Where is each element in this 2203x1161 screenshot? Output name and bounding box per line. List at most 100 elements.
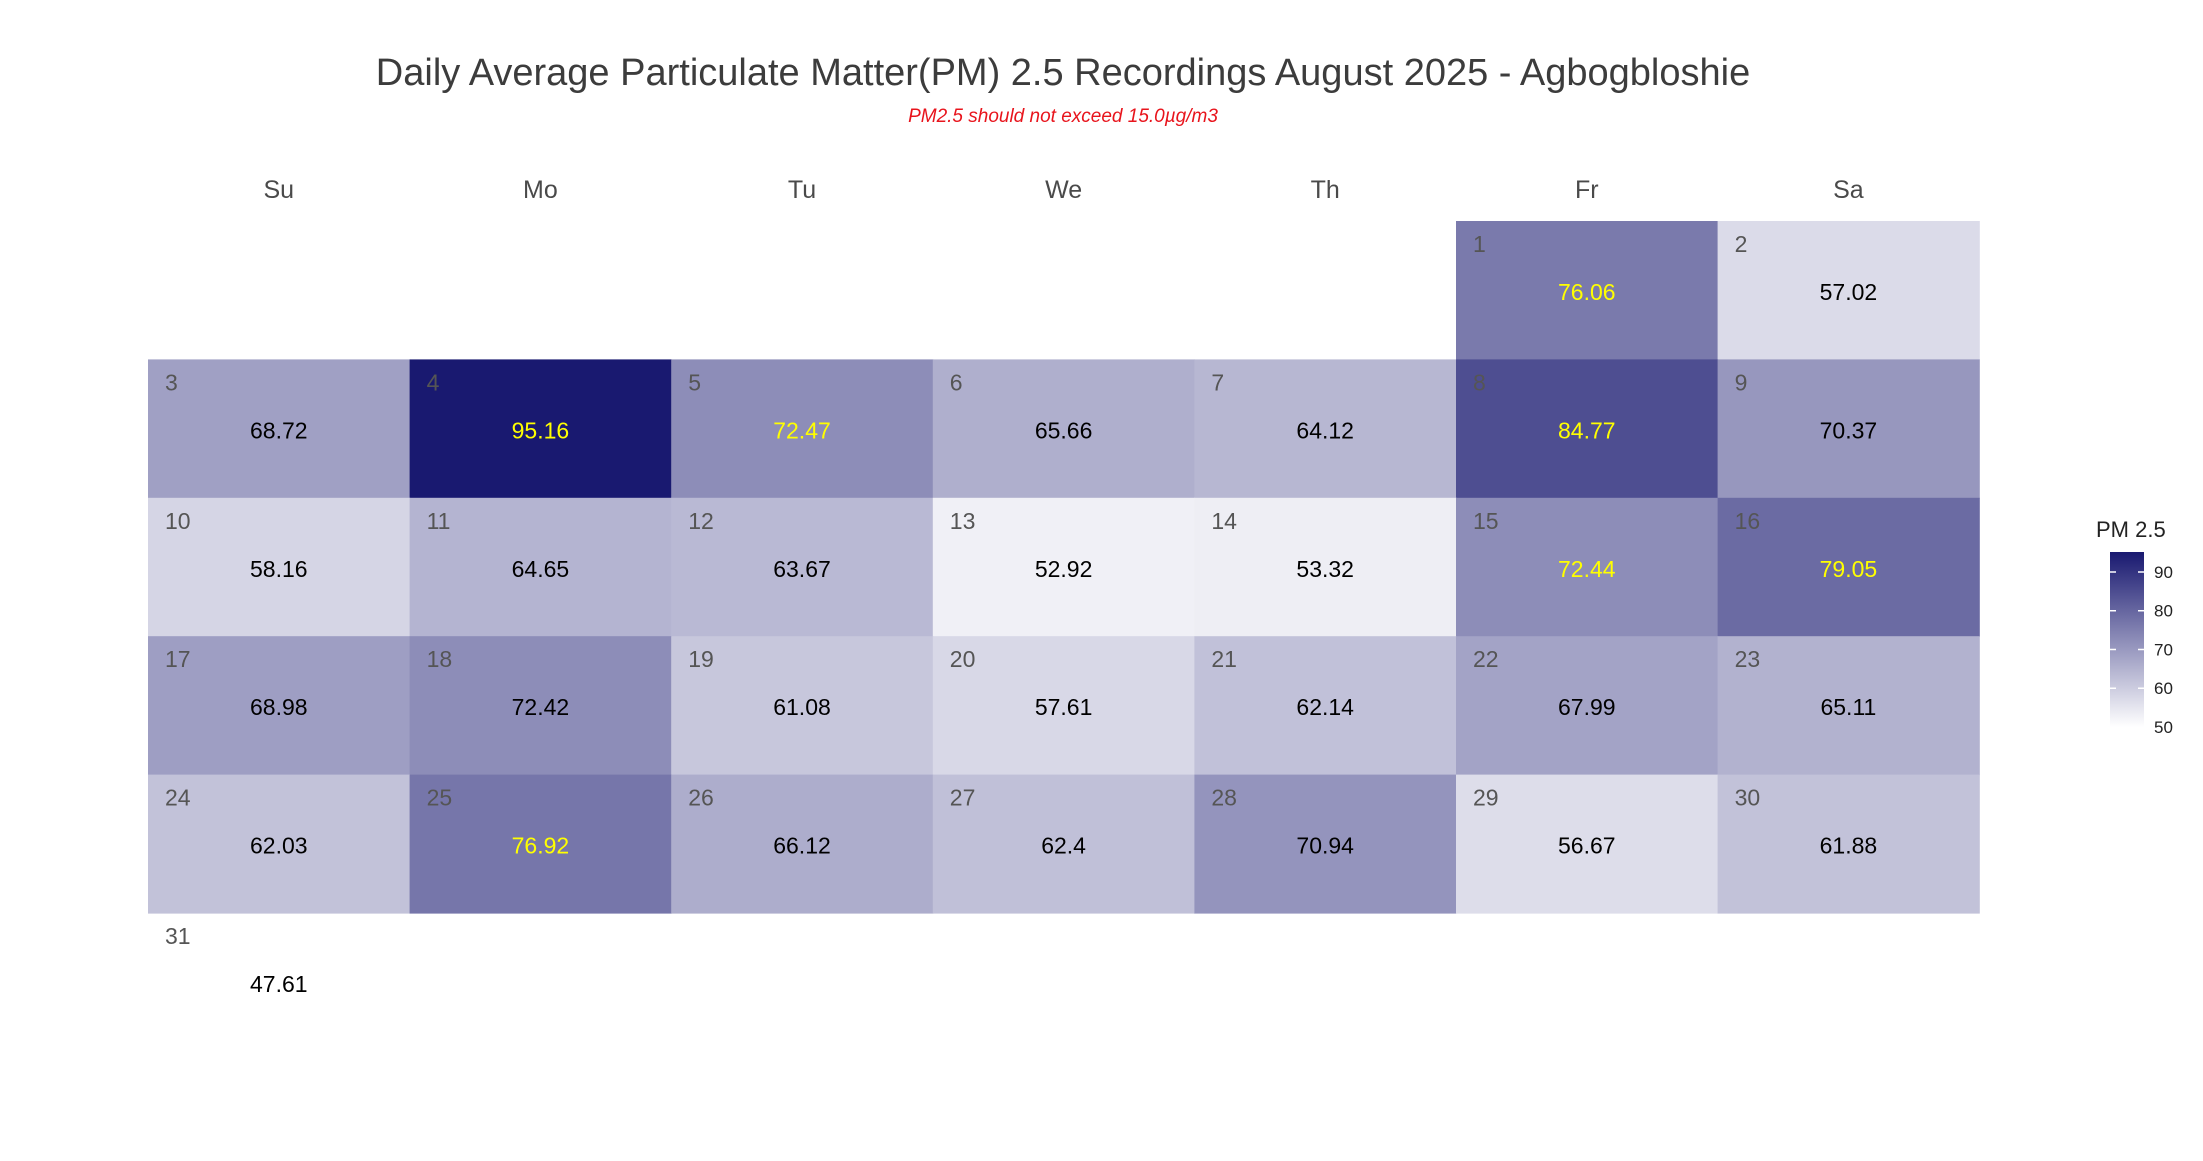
value-label: 72.47 bbox=[773, 417, 831, 443]
value-label: 72.44 bbox=[1558, 556, 1616, 582]
day-number: 5 bbox=[688, 369, 701, 395]
value-label: 64.12 bbox=[1296, 417, 1354, 443]
day-cell: 495.16 bbox=[409, 359, 672, 499]
day-tile bbox=[409, 359, 672, 499]
day-cell: 29 56.67 bbox=[1456, 774, 1719, 914]
day-tile bbox=[1194, 359, 1457, 499]
day-tile bbox=[1456, 497, 1719, 637]
day-cell: 12 63.67 bbox=[671, 497, 934, 637]
weekday-label: Sa bbox=[1833, 176, 1864, 204]
day-tile bbox=[148, 774, 411, 914]
day-number: 2 bbox=[1735, 231, 1748, 257]
value-label: 95.16 bbox=[512, 417, 570, 443]
value-label: 65.11 bbox=[1820, 694, 1876, 720]
day-number: 31 bbox=[165, 923, 191, 949]
value-label: 62.03 bbox=[250, 833, 308, 859]
weekday-header: Su Mo Tu We Th Fr Sa bbox=[264, 176, 1864, 204]
day-cell: 970.37 bbox=[1717, 359, 1980, 499]
value-label: 68.98 bbox=[250, 694, 308, 720]
day-number: 8 bbox=[1473, 369, 1486, 395]
value-label: 66.12 bbox=[773, 833, 831, 859]
day-tile bbox=[1717, 359, 1980, 499]
value-label: 62.14 bbox=[1296, 694, 1354, 720]
day-tile bbox=[1456, 774, 1719, 914]
day-cell: 28 70.94 bbox=[1194, 774, 1457, 914]
day-number: 26 bbox=[688, 785, 714, 811]
day-number: 25 bbox=[427, 785, 453, 811]
day-number: 22 bbox=[1473, 646, 1499, 672]
value-label: 72.42 bbox=[512, 694, 570, 720]
day-cell: 30 61.88 bbox=[1717, 774, 1980, 914]
value-label: 76.06 bbox=[1558, 279, 1616, 305]
weekday-label: Fr bbox=[1575, 176, 1599, 204]
value-label: 47.61 bbox=[250, 971, 308, 997]
day-tile bbox=[932, 359, 1195, 499]
legend-tick-label: 80 bbox=[2154, 602, 2173, 621]
value-label: 61.08 bbox=[773, 694, 831, 720]
day-number: 14 bbox=[1211, 508, 1237, 534]
day-tile bbox=[148, 636, 411, 776]
day-number: 30 bbox=[1735, 785, 1761, 811]
day-tile bbox=[1717, 774, 1980, 914]
value-label: 76.92 bbox=[512, 833, 570, 859]
day-cell: 26 66.12 bbox=[671, 774, 934, 914]
day-tile bbox=[1717, 636, 1980, 776]
weekday-label: Su bbox=[264, 176, 295, 204]
value-label: 61.88 bbox=[1820, 833, 1878, 859]
day-tile bbox=[1456, 221, 1719, 360]
day-cell: 176.06 bbox=[1456, 221, 1719, 360]
day-cell: 18 72.42 bbox=[409, 636, 672, 776]
day-cell: 13 52.92 bbox=[932, 497, 1195, 637]
day-number: 23 bbox=[1735, 646, 1761, 672]
day-number: 4 bbox=[427, 369, 440, 395]
value-label: 53.32 bbox=[1296, 556, 1354, 582]
day-number: 28 bbox=[1211, 785, 1237, 811]
weekday-label: Mo bbox=[523, 176, 558, 204]
day-tile bbox=[1717, 497, 1980, 637]
value-label: 67.99 bbox=[1558, 694, 1616, 720]
weekday-label: Th bbox=[1311, 176, 1340, 204]
value-label: 56.67 bbox=[1558, 833, 1616, 859]
legend-tick-label: 50 bbox=[2154, 718, 2173, 737]
day-cell: 368.72 bbox=[148, 359, 411, 499]
value-label: 58.16 bbox=[250, 556, 308, 582]
value-label: 63.67 bbox=[773, 556, 831, 582]
day-number: 10 bbox=[165, 508, 191, 534]
day-tile bbox=[932, 497, 1195, 637]
day-number: 16 bbox=[1735, 508, 1761, 534]
day-cell: 10 58.16 bbox=[148, 497, 411, 637]
day-tiles: 176.06257.02368.72495.16572.47665.66764.… bbox=[148, 221, 1980, 997]
day-cell: 572.47 bbox=[671, 359, 934, 499]
day-number: 19 bbox=[688, 646, 714, 672]
day-cell: 22 67.99 bbox=[1456, 636, 1719, 776]
value-label: 79.05 bbox=[1820, 556, 1878, 582]
value-label: 70.94 bbox=[1296, 833, 1354, 859]
value-label: 64.65 bbox=[512, 556, 570, 582]
value-label: 57.61 bbox=[1035, 694, 1093, 720]
day-tile bbox=[671, 359, 934, 499]
value-label: 68.72 bbox=[250, 417, 308, 443]
day-cell: 20 57.61 bbox=[932, 636, 1195, 776]
value-label: 84.77 bbox=[1558, 417, 1616, 443]
day-number: 17 bbox=[165, 646, 191, 672]
day-number: 15 bbox=[1473, 508, 1499, 534]
day-cell: 15 72.44 bbox=[1456, 497, 1719, 637]
day-cell: 14 53.32 bbox=[1194, 497, 1457, 637]
day-tile bbox=[148, 497, 411, 637]
day-tile bbox=[1194, 497, 1457, 637]
chart-subtitle: PM2.5 should not exceed 15.0µg/m3 bbox=[908, 106, 1218, 127]
day-number: 20 bbox=[950, 646, 976, 672]
day-cell: 11 64.65 bbox=[409, 497, 672, 637]
weekday-label: We bbox=[1045, 176, 1082, 204]
day-tile bbox=[671, 497, 934, 637]
day-number: 21 bbox=[1211, 646, 1237, 672]
chart-title: Daily Average Particulate Matter(PM) 2.5… bbox=[376, 52, 1750, 94]
legend-tick-label: 70 bbox=[2154, 640, 2173, 659]
day-cell: 19 61.08 bbox=[671, 636, 934, 776]
day-tile bbox=[409, 774, 672, 914]
day-cell: 16 79.05 bbox=[1717, 497, 1980, 637]
day-cell: 764.12 bbox=[1194, 359, 1457, 499]
day-tile bbox=[932, 636, 1195, 776]
day-number: 7 bbox=[1211, 369, 1224, 395]
legend: PM 2.5 90 80 70 60 50 bbox=[2096, 517, 2173, 737]
